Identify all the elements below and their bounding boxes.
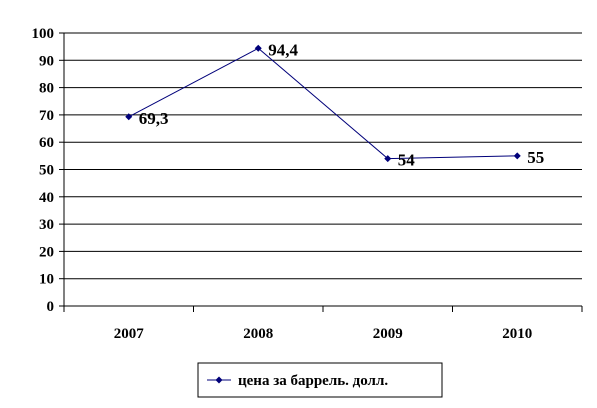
legend: цена за баррель. долл.	[197, 362, 443, 398]
series	[125, 44, 521, 163]
y-tick-label: 30	[39, 217, 54, 233]
x-tick-label-2007: 2007	[114, 326, 145, 342]
gridlines	[64, 32, 582, 280]
series-line	[128, 47, 518, 160]
data-label-2007: 69,3	[139, 109, 169, 128]
y-tick-label: 40	[39, 190, 54, 206]
data-point-2010	[513, 152, 521, 160]
y-tick-label: 20	[39, 244, 54, 260]
data-labels: 69,3 94,4 54 55	[139, 40, 545, 169]
legend-marker-swatch	[215, 376, 223, 384]
x-tick-labels: 2007 2008 2009 2010	[114, 326, 533, 342]
y-tick-label: 80	[39, 81, 54, 97]
axes	[59, 32, 583, 312]
y-tick-label: 50	[39, 163, 54, 179]
legend-entry-label: цена за баррель. долл.	[238, 373, 388, 389]
y-tick-label: 70	[39, 108, 54, 124]
y-tick-label: 10	[39, 272, 54, 288]
legend-box	[197, 362, 443, 398]
x-tick-label-2010: 2010	[502, 326, 532, 342]
data-point-2009	[384, 155, 392, 163]
y-tick-label: 60	[39, 135, 54, 151]
data-label-2010: 55	[527, 148, 544, 167]
y-tick-label: 90	[39, 53, 54, 69]
y-tick-label: 0	[47, 299, 55, 315]
x-tick-label-2008: 2008	[243, 326, 273, 342]
data-point-2008	[254, 44, 262, 52]
y-tick-labels: 0 10 20 30 40 50 60 70 80 90 100	[32, 26, 55, 315]
x-tick-label-2009: 2009	[373, 326, 403, 342]
y-tick-label: 100	[32, 26, 55, 42]
data-label-2008: 94,4	[268, 40, 298, 59]
data-label-2009: 54	[398, 151, 416, 170]
data-point-2007	[125, 113, 133, 121]
